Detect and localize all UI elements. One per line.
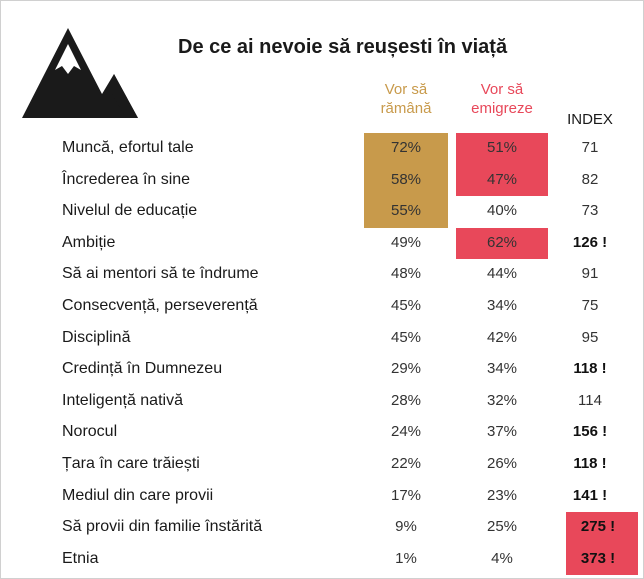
cell-emigrate: 26% xyxy=(486,455,518,472)
cell-emigrate: 32% xyxy=(486,391,518,409)
cell-stay: 45% xyxy=(390,328,422,346)
row-label: Să provii din familie înstărită xyxy=(62,518,263,536)
column-header-emigrate-line2: emigreze xyxy=(471,100,533,117)
cell-index: 118 ! xyxy=(573,360,607,378)
cell-stay: 9% xyxy=(395,518,417,536)
cell-emigrate: 34% xyxy=(486,297,518,314)
cell-index: 71 xyxy=(581,139,599,156)
cell-stay: 1% xyxy=(395,549,417,567)
column-header-stay: Vor să rămână xyxy=(364,80,448,118)
row-label: Mediul din care provii xyxy=(62,486,214,504)
highlight-stay xyxy=(364,133,448,228)
cell-stay: 17% xyxy=(390,486,422,504)
column-header-emigrate: Vor să emigreze xyxy=(456,80,548,118)
row-label: Să ai mentori să te îndrume xyxy=(62,265,259,283)
column-header-emigrate-line1: Vor să xyxy=(480,81,524,98)
mountain-icon xyxy=(22,28,138,118)
cell-index: 373 ! xyxy=(580,549,616,567)
row-label: Disciplină xyxy=(62,328,131,346)
cell-emigrate: 25% xyxy=(486,518,518,536)
cell-stay: 22% xyxy=(390,455,422,472)
column-header-index: INDEX xyxy=(567,111,613,128)
cell-index: 95 xyxy=(581,328,599,346)
cell-emigrate: 34% xyxy=(486,360,518,378)
cell-emigrate: 62% xyxy=(486,233,518,251)
cell-stay: 28% xyxy=(390,391,422,409)
cell-index: 91 xyxy=(581,265,599,283)
row-label: Ambiție xyxy=(62,233,116,251)
row-label: Țara în care trăiești xyxy=(62,455,200,472)
row-label: Norocul xyxy=(62,423,118,441)
highlight-index xyxy=(566,512,638,576)
cell-emigrate: 44% xyxy=(486,265,518,283)
cell-index: 118 ! xyxy=(573,455,607,472)
row-label: Nivelul de educație xyxy=(62,202,198,220)
row-label: Muncă, efortul tale xyxy=(62,139,194,156)
highlight-emigrate xyxy=(456,133,548,197)
cell-index: 73 xyxy=(581,202,599,220)
cell-stay: 48% xyxy=(390,265,422,283)
cell-index: 141 ! xyxy=(572,486,608,504)
cell-stay: 55% xyxy=(390,202,422,220)
cell-index: 114 xyxy=(578,391,602,409)
row-label: Încrederea în sine xyxy=(62,170,191,188)
row-label: Inteligență nativă xyxy=(62,391,183,409)
cell-index: 126 ! xyxy=(572,233,608,251)
page-title: De ce ai nevoie să reușesti în viață xyxy=(178,36,508,58)
column-header-stay-line2: rămână xyxy=(380,100,432,117)
cell-emigrate: 40% xyxy=(486,202,518,220)
cell-index: 82 xyxy=(581,170,599,188)
cell-emigrate: 23% xyxy=(486,486,518,504)
cell-index: 156 ! xyxy=(572,423,608,441)
cell-stay: 58% xyxy=(390,170,422,188)
cell-stay: 29% xyxy=(390,360,422,378)
cell-index: 275 ! xyxy=(580,518,616,536)
row-label: Consecvență, perseverență xyxy=(62,297,258,314)
cell-emigrate: 47% xyxy=(486,170,518,188)
highlight-emigrate xyxy=(456,227,548,260)
cell-stay: 72% xyxy=(390,139,422,156)
cell-stay: 49% xyxy=(390,233,422,251)
row-label: Credință în Dumnezeu xyxy=(62,360,223,378)
cell-emigrate: 37% xyxy=(486,423,518,441)
row-label: Etnia xyxy=(62,549,99,567)
cell-index: 75 xyxy=(581,297,599,314)
cell-emigrate: 51% xyxy=(486,139,518,156)
cell-stay: 24% xyxy=(390,423,422,441)
cell-emigrate: 42% xyxy=(486,328,518,346)
column-header-stay-line1: Vor să xyxy=(384,81,428,98)
cell-emigrate: 4% xyxy=(491,549,513,567)
cell-stay: 45% xyxy=(390,297,422,314)
